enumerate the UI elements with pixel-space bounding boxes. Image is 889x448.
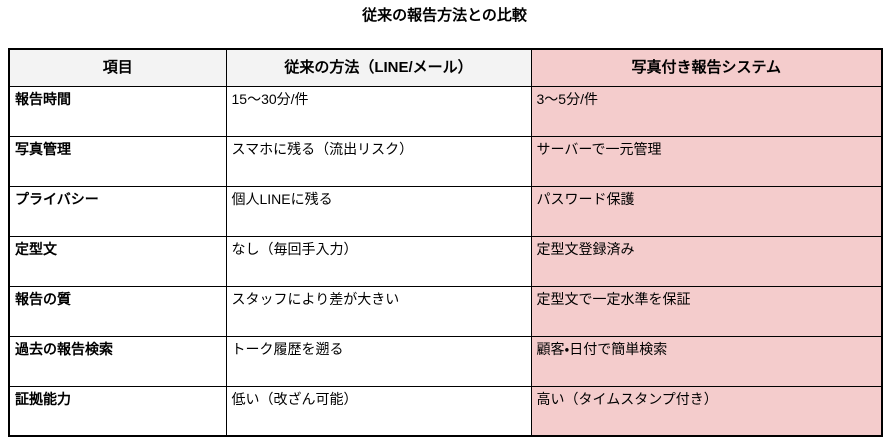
old-method-cell: なし（毎回手入力） — [225, 235, 532, 287]
table-row: 写真管理 スマホに残る（流出リスク） サーバーで一元管理 — [8, 135, 883, 187]
new-system-cell: サーバーで一元管理 — [530, 135, 883, 187]
new-system-cell: 高い（タイムスタンプ付き） — [530, 385, 883, 437]
table-row: 証拠能力 低い（改ざん可能） 高い（タイムスタンプ付き） — [8, 385, 883, 437]
new-system-cell: 定型文で一定水準を保証 — [530, 285, 883, 337]
new-system-cell: パスワード保護 — [530, 185, 883, 237]
table-row: 報告の質 スタッフにより差が大きい 定型文で一定水準を保証 — [8, 285, 883, 337]
old-method-cell: 個人LINEに残る — [225, 185, 532, 237]
table-row: 過去の報告検索 トーク履歴を遡る 顧客・日付で簡単検索 — [8, 335, 883, 387]
table-row: プライバシー 個人LINEに残る パスワード保護 — [8, 185, 883, 237]
column-header-new-system: 写真付き報告システム — [530, 48, 883, 87]
row-item-label: 写真管理 — [8, 135, 227, 187]
table-row: 定型文 なし（毎回手入力） 定型文登録済み — [8, 235, 883, 287]
row-item-label: 報告の質 — [8, 285, 227, 337]
row-item-label: 過去の報告検索 — [8, 335, 227, 387]
new-system-cell: 顧客・日付で簡単検索 — [530, 335, 883, 387]
table-header-row: 項目 従来の方法（LINE/メール） 写真付き報告システム — [8, 48, 883, 87]
row-item-label: プライバシー — [8, 185, 227, 237]
comparison-table-body: 報告時間 15〜30分/件 3〜5分/件 写真管理 スマホに残る（流出リスク） … — [8, 85, 883, 437]
old-method-cell: スマホに残る（流出リスク） — [225, 135, 532, 187]
old-method-cell: トーク履歴を遡る — [225, 335, 532, 387]
new-system-cell: 3〜5分/件 — [530, 85, 883, 137]
old-method-cell: 15〜30分/件 — [225, 85, 532, 137]
old-method-cell: スタッフにより差が大きい — [225, 285, 532, 337]
page-title: 従来の報告方法との比較 — [362, 7, 527, 24]
column-header-item: 項目 — [8, 48, 227, 87]
row-item-label: 報告時間 — [8, 85, 227, 137]
comparison-table: 項目 従来の方法（LINE/メール） 写真付き報告システム 報告時間 15〜30… — [8, 48, 883, 437]
table-row: 報告時間 15〜30分/件 3〜5分/件 — [8, 85, 883, 137]
row-item-label: 証拠能力 — [8, 385, 227, 437]
row-item-label: 定型文 — [8, 235, 227, 287]
new-system-cell: 定型文登録済み — [530, 235, 883, 287]
column-header-old-method: 従来の方法（LINE/メール） — [225, 48, 532, 87]
old-method-cell: 低い（改ざん可能） — [225, 385, 532, 437]
